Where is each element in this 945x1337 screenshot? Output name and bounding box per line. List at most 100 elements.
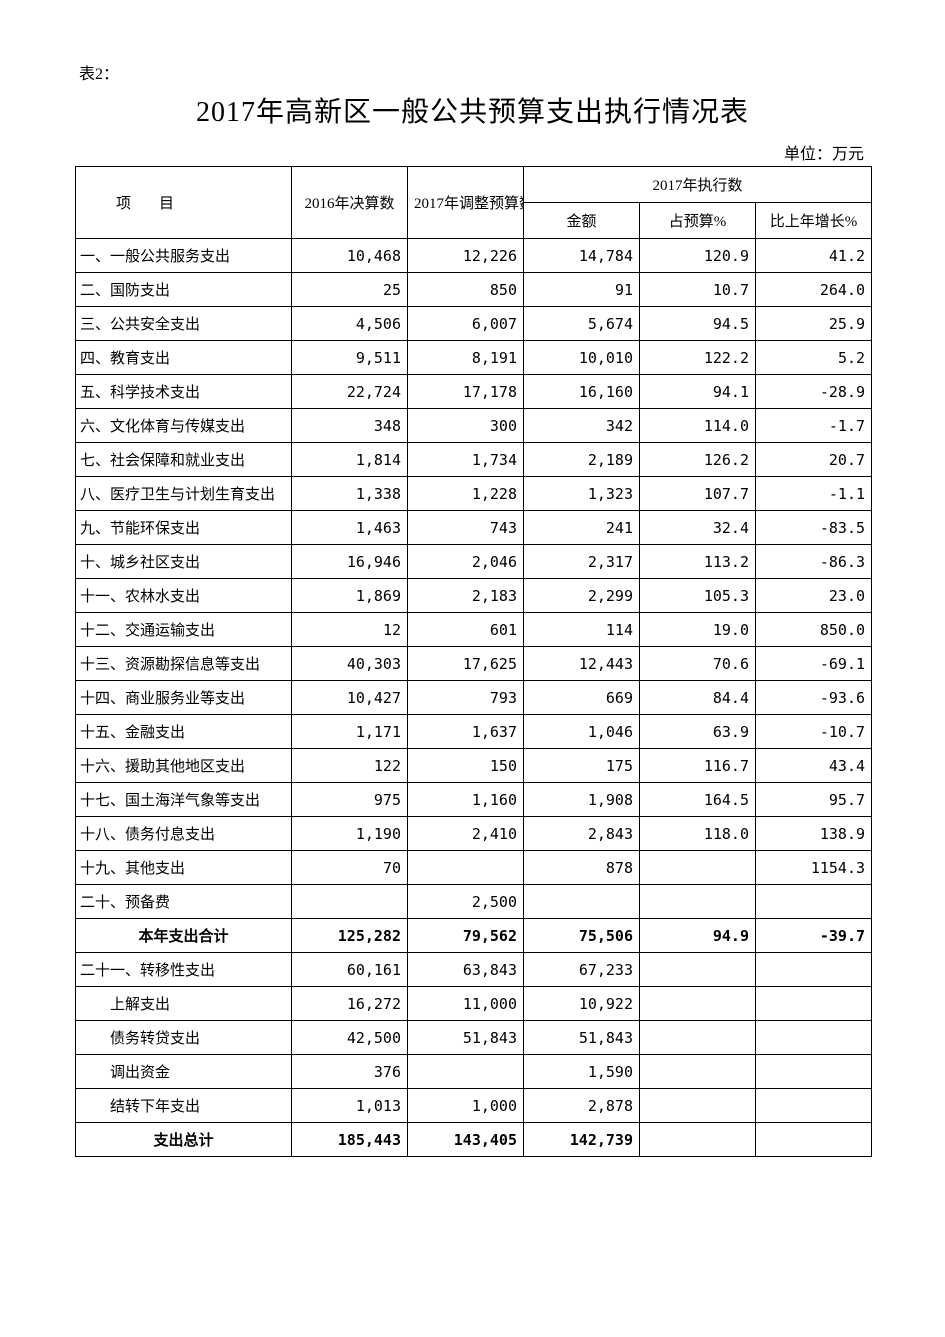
cell-2017-adjusted: 300 (408, 409, 524, 443)
cell-pct-budget: 116.7 (640, 749, 756, 783)
cell-amount: 669 (524, 681, 640, 715)
col-header-exec-2017-group: 2017年执行数 (524, 167, 872, 203)
cell-item: 八、医疗卫生与计划生育支出 (76, 477, 292, 511)
cell-pct-budget: 63.9 (640, 715, 756, 749)
table-row: 十七、国土海洋气象等支出9751,1601,908164.595.7 (76, 783, 872, 817)
table-row: 十四、商业服务业等支出10,42779366984.4-93.6 (76, 681, 872, 715)
table-row: 十六、援助其他地区支出122150175116.743.4 (76, 749, 872, 783)
cell-pct-budget: 105.3 (640, 579, 756, 613)
cell-amount: 2,189 (524, 443, 640, 477)
cell-item: 五、科学技术支出 (76, 375, 292, 409)
cell-2017-adjusted: 1,228 (408, 477, 524, 511)
cell-2016-settled: 12 (292, 613, 408, 647)
cell-pct-yoy: 41.2 (756, 239, 872, 273)
cell-amount: 67,233 (524, 953, 640, 987)
cell-2017-adjusted: 1,734 (408, 443, 524, 477)
cell-item: 十九、其他支出 (76, 851, 292, 885)
col-header-pct-budget: 占预算% (640, 203, 756, 239)
table-header: 项目 2016年决算数 2017年调整预算数 2017年执行数 金额 占预算% … (76, 167, 872, 239)
cell-2016-settled: 9,511 (292, 341, 408, 375)
cell-amount: 175 (524, 749, 640, 783)
cell-pct-yoy: -28.9 (756, 375, 872, 409)
cell-2017-adjusted: 850 (408, 273, 524, 307)
cell-item: 上解支出 (76, 987, 292, 1021)
table-row: 二、国防支出258509110.7264.0 (76, 273, 872, 307)
cell-2016-settled: 4,506 (292, 307, 408, 341)
cell-2016-settled: 16,272 (292, 987, 408, 1021)
cell-pct-yoy (756, 1089, 872, 1123)
table-row: 债务转贷支出42,50051,84351,843 (76, 1021, 872, 1055)
cell-pct-budget: 126.2 (640, 443, 756, 477)
cell-2017-adjusted: 743 (408, 511, 524, 545)
cell-amount: 1,590 (524, 1055, 640, 1089)
cell-amount: 10,922 (524, 987, 640, 1021)
cell-pct-budget: 94.9 (640, 919, 756, 953)
cell-pct-budget: 94.1 (640, 375, 756, 409)
cell-2016-settled: 25 (292, 273, 408, 307)
cell-pct-budget: 164.5 (640, 783, 756, 817)
unit-label: 单位：万元 (75, 140, 870, 164)
cell-pct-yoy: 138.9 (756, 817, 872, 851)
cell-2016-settled: 1,338 (292, 477, 408, 511)
cell-pct-yoy: 20.7 (756, 443, 872, 477)
cell-2017-adjusted: 1,160 (408, 783, 524, 817)
cell-pct-budget (640, 1089, 756, 1123)
cell-item: 十五、金融支出 (76, 715, 292, 749)
cell-amount: 14,784 (524, 239, 640, 273)
table-row: 三、公共安全支出4,5066,0075,67494.525.9 (76, 307, 872, 341)
cell-item: 六、文化体育与传媒支出 (76, 409, 292, 443)
cell-2017-adjusted: 63,843 (408, 953, 524, 987)
table-row: 四、教育支出9,5118,19110,010122.25.2 (76, 341, 872, 375)
cell-pct-yoy: 850.0 (756, 613, 872, 647)
cell-pct-yoy: -10.7 (756, 715, 872, 749)
cell-2016-settled: 1,814 (292, 443, 408, 477)
cell-item: 七、社会保障和就业支出 (76, 443, 292, 477)
cell-2017-adjusted: 11,000 (408, 987, 524, 1021)
cell-2017-adjusted: 793 (408, 681, 524, 715)
cell-amount: 10,010 (524, 341, 640, 375)
cell-item: 支出总计 (76, 1123, 292, 1157)
cell-pct-yoy: 25.9 (756, 307, 872, 341)
cell-pct-budget: 107.7 (640, 477, 756, 511)
cell-pct-yoy: -93.6 (756, 681, 872, 715)
page-title: 2017年高新区一般公共预算支出执行情况表 (75, 90, 870, 130)
cell-pct-yoy: -39.7 (756, 919, 872, 953)
cell-2016-settled: 348 (292, 409, 408, 443)
cell-item: 调出资金 (76, 1055, 292, 1089)
table-row: 二十一、转移性支出60,16163,84367,233 (76, 953, 872, 987)
cell-pct-budget: 84.4 (640, 681, 756, 715)
cell-pct-budget: 113.2 (640, 545, 756, 579)
cell-2017-adjusted: 601 (408, 613, 524, 647)
cell-pct-yoy: 43.4 (756, 749, 872, 783)
cell-pct-yoy: 1154.3 (756, 851, 872, 885)
cell-2016-settled: 1,463 (292, 511, 408, 545)
table-row: 七、社会保障和就业支出1,8141,7342,189126.220.7 (76, 443, 872, 477)
cell-pct-budget: 122.2 (640, 341, 756, 375)
cell-pct-yoy: -83.5 (756, 511, 872, 545)
cell-2016-settled: 42,500 (292, 1021, 408, 1055)
table-row: 调出资金3761,590 (76, 1055, 872, 1089)
cell-2017-adjusted: 17,178 (408, 375, 524, 409)
table-row: 二十、预备费2,500 (76, 885, 872, 919)
cell-2017-adjusted: 150 (408, 749, 524, 783)
cell-pct-yoy: -86.3 (756, 545, 872, 579)
cell-pct-budget: 70.6 (640, 647, 756, 681)
cell-pct-budget (640, 953, 756, 987)
cell-2017-adjusted: 12,226 (408, 239, 524, 273)
cell-pct-budget: 120.9 (640, 239, 756, 273)
cell-amount: 2,317 (524, 545, 640, 579)
col-header-amount: 金额 (524, 203, 640, 239)
cell-2017-adjusted: 2,183 (408, 579, 524, 613)
cell-2017-adjusted: 2,500 (408, 885, 524, 919)
cell-item: 一、一般公共服务支出 (76, 239, 292, 273)
cell-2017-adjusted: 6,007 (408, 307, 524, 341)
cell-pct-budget (640, 1123, 756, 1157)
cell-pct-budget (640, 987, 756, 1021)
cell-item: 四、教育支出 (76, 341, 292, 375)
table-number-label: 表2： (75, 60, 870, 84)
cell-item: 十、城乡社区支出 (76, 545, 292, 579)
cell-2017-adjusted: 2,046 (408, 545, 524, 579)
cell-pct-yoy: -69.1 (756, 647, 872, 681)
cell-2017-adjusted (408, 1055, 524, 1089)
cell-2017-adjusted: 17,625 (408, 647, 524, 681)
